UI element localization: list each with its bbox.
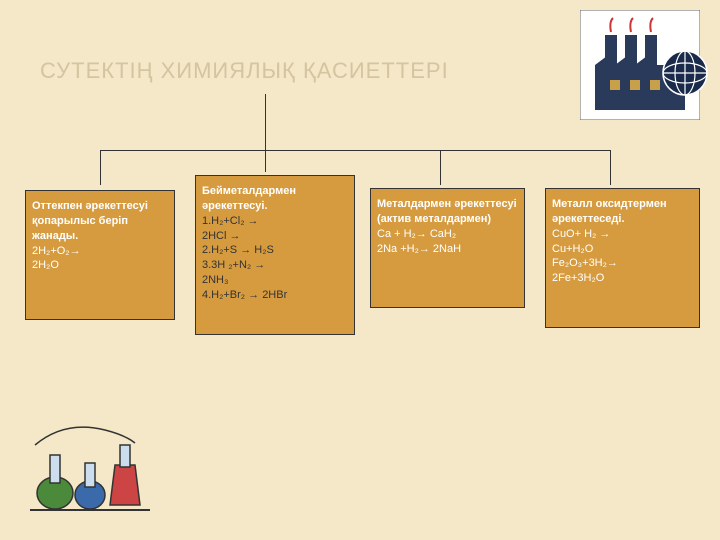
box-oxygen: Оттекпен әрекеттесуі қопарылыс беріп жан… — [25, 190, 175, 320]
box-metals: Металдармен әрекеттесуі (актив металдарм… — [370, 188, 525, 308]
box-header: Металдармен әрекеттесуі (актив металдарм… — [377, 197, 518, 227]
box-line: 2H₂+O₂→ — [32, 244, 168, 259]
box-line: 2NH₃ — [202, 273, 348, 288]
connector-v3 — [440, 150, 441, 185]
box-line: 3.3H ₂+N₂ → — [202, 258, 348, 273]
connector-v4 — [610, 150, 611, 185]
box-line: Ca + H₂→ CaH₂ — [377, 227, 518, 242]
box-line: CuO+ H₂ → — [552, 227, 693, 242]
box-line: 2Na +H₂→ 2NaH — [377, 242, 518, 257]
box-line: 2Fe+3H₂O — [552, 271, 693, 286]
page-title: СУТЕКТІҢ ХИМИЯЛЫҚ ҚАСИЕТТЕРІ — [40, 58, 449, 84]
box-line: 2.H₂+S → H₂S — [202, 243, 348, 258]
connector-horizontal — [100, 150, 610, 151]
box-line: 2HCl → — [202, 229, 348, 244]
box-metal-oxides: Металл оксидтермен әрекеттеседі. CuO+ H₂… — [545, 188, 700, 328]
connector-v1 — [100, 150, 101, 185]
box-header: Металл оксидтермен әрекеттеседі. — [552, 197, 693, 227]
box-header: Оттекпен әрекеттесуі қопарылыс беріп жан… — [32, 199, 168, 244]
box-line: 4.H₂+Br₂ → 2HBr — [202, 288, 348, 303]
globe-icon — [662, 50, 708, 96]
box-line: 2H₂O — [32, 258, 168, 273]
box-nonmetals: Бейметалдармен әрекеттесуі. 1.H₂+Cl₂ → 2… — [195, 175, 355, 335]
box-line: Cu+H₂O — [552, 242, 693, 257]
chemistry-flask-icon — [25, 415, 155, 515]
box-line: 1.H₂+Cl₂ → — [202, 214, 348, 229]
connector-v2 — [265, 94, 266, 172]
box-line: Fe₂O₃+3H₂→ — [552, 256, 693, 271]
box-header: Бейметалдармен әрекеттесуі. — [202, 184, 348, 214]
